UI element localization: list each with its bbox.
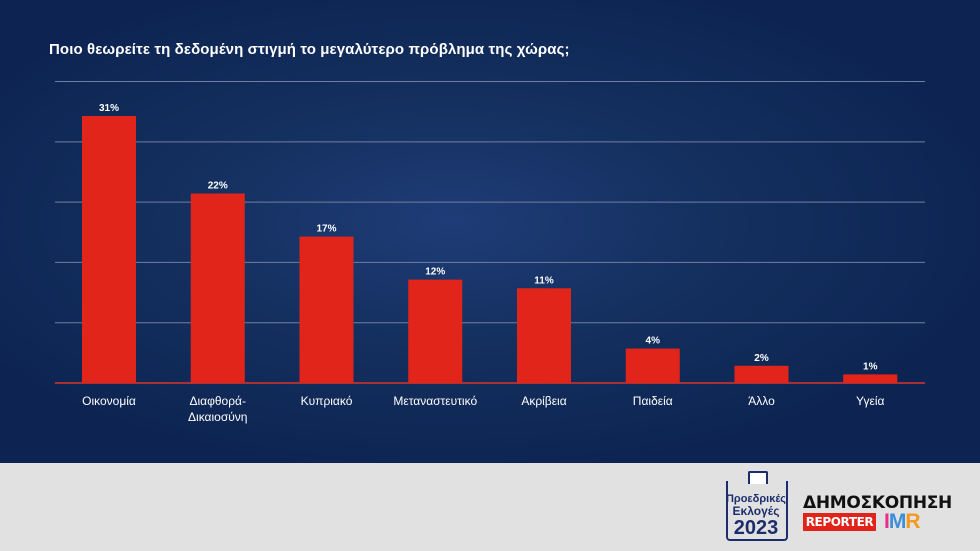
data-label: 31% xyxy=(99,103,119,114)
data-label: 17% xyxy=(316,224,336,235)
footer xyxy=(0,463,980,551)
x-tick-label: Υγεία xyxy=(856,394,884,408)
ballot-paper-icon xyxy=(748,471,768,484)
reporter-logo: REPORTER xyxy=(803,513,876,531)
data-label: 4% xyxy=(646,336,661,347)
bar xyxy=(625,348,680,383)
data-label: 11% xyxy=(534,275,554,286)
chart-title: Ποιο θεωρείτε τη δεδομένη στιγμή το μεγα… xyxy=(49,41,570,58)
bar xyxy=(190,193,245,383)
bar xyxy=(517,288,571,383)
data-label: 12% xyxy=(425,267,445,278)
election-logo: Προεδρικές Εκλογές 2023 xyxy=(722,471,790,543)
election-logo-line2: Εκλογές xyxy=(732,504,780,518)
x-tick-label: Οικονομία xyxy=(82,394,136,408)
bar xyxy=(408,279,463,383)
chart-area: Ποιο θεωρείτε τη δεδομένη στιγμή το μεγα… xyxy=(0,0,980,463)
bar xyxy=(299,236,354,383)
x-tick-label: Ακρίβεια xyxy=(521,394,566,408)
imr-logo: IMR xyxy=(884,510,921,534)
data-label: 22% xyxy=(208,181,228,192)
imr-logo-r: R xyxy=(905,510,920,533)
imr-logo-i: I xyxy=(884,510,890,533)
imr-logo-m: M xyxy=(888,510,906,533)
x-tick-label: Διαφθορά- xyxy=(189,394,246,408)
election-logo-line1: Προεδρικές xyxy=(725,493,787,505)
x-tick-label: Κυπριακό xyxy=(301,394,353,408)
bar xyxy=(843,374,898,383)
bar xyxy=(82,116,136,383)
x-tick-label: Δικαιοσύνη xyxy=(188,410,247,424)
bar-chart: 31% Οικονομία 22% Διαφθορά- Δικαιοσύνη 17% Κυπ… xyxy=(55,81,925,424)
poll-title: ΔΗΜΟΣΚΟΠΗΣΗ xyxy=(803,493,952,513)
x-tick-label: Παιδεία xyxy=(633,394,673,408)
election-logo-year: 2023 xyxy=(733,517,779,539)
x-tick-label: Μεταναστευτικό xyxy=(393,394,477,408)
data-label: 1% xyxy=(863,361,878,372)
data-label: 2% xyxy=(754,353,769,364)
ballot-box-icon xyxy=(726,481,788,541)
bar xyxy=(734,365,789,383)
x-tick-label: Άλλο xyxy=(748,394,775,408)
